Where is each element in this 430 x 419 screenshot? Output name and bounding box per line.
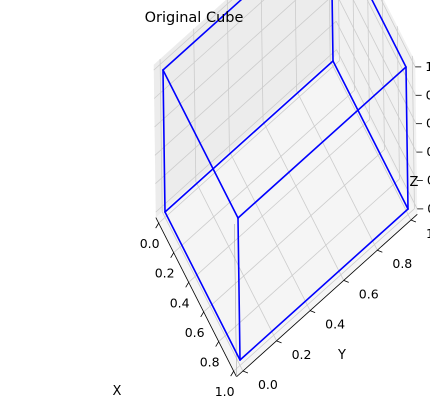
x-tick-label-1: 0.2 bbox=[155, 266, 175, 281]
grid-floor-y-4 bbox=[296, 90, 378, 251]
z-axis-label: Z bbox=[410, 175, 419, 190]
y-tick-mark-5 bbox=[410, 219, 417, 223]
grid-floor-x-0 bbox=[158, 60, 340, 224]
x-tick-label-0: 0.0 bbox=[140, 236, 160, 251]
grid-right-z-2 bbox=[338, 0, 417, 153]
grid-floor-x-3 bbox=[203, 149, 385, 313]
grid-right-x-5 bbox=[411, 55, 415, 209]
x-axis-label: X bbox=[113, 384, 122, 399]
grid-right-z-1 bbox=[335, 21, 418, 181]
chart-title: Original Cube bbox=[145, 10, 244, 26]
grid-right-z-3 bbox=[352, 0, 417, 124]
cube-edge-11 bbox=[331, 0, 334, 62]
y-tick-label-0: 0.0 bbox=[258, 377, 278, 392]
axis-ticks: 0.0 0.2 0.4 0.6 0.8 1.0 0.0 0.2 0.4 0.6 0.8 1.0 0.0 0… bbox=[140, 59, 430, 399]
z-tick-label-4: 0.8 bbox=[426, 87, 430, 102]
y-tick-mark-1 bbox=[276, 340, 282, 344]
right-pane bbox=[335, 0, 418, 215]
cube-edge-7 bbox=[162, 0, 243, 71]
cube-edge-1 bbox=[239, 208, 409, 361]
grid-floor-x-2 bbox=[188, 119, 370, 283]
z-tick-label-0: 0.0 bbox=[427, 201, 430, 216]
x-tick-mark-2 bbox=[185, 282, 190, 288]
grid-left-z-4 bbox=[153, 0, 265, 99]
grid-floor-y-2 bbox=[229, 151, 311, 311]
z-tick-label-1: 0.2 bbox=[427, 172, 430, 187]
x-tick-label-3: 0.6 bbox=[185, 325, 205, 340]
x-tick-label-2: 0.4 bbox=[170, 295, 190, 310]
grid-left-y-1 bbox=[193, 28, 197, 182]
grid-floor-y-1 bbox=[195, 181, 277, 342]
grid-right-x-2 bbox=[367, 0, 370, 120]
grid-floor-x-5 bbox=[233, 208, 415, 372]
grid-left-z-3 bbox=[154, 0, 297, 128]
cube-edge-8 bbox=[162, 69, 166, 213]
grid-left-y-3 bbox=[260, 0, 264, 122]
cube-edge-3 bbox=[164, 60, 334, 213]
cube-edge-10 bbox=[405, 66, 409, 210]
y-tick-mark-0 bbox=[242, 370, 249, 374]
y-tick-label-4: 0.8 bbox=[392, 256, 412, 271]
cube-edges bbox=[162, 0, 409, 361]
grid-floor-y-0 bbox=[161, 211, 244, 372]
z-tick-label-3: 0.6 bbox=[426, 116, 430, 131]
cube-edge-0 bbox=[164, 211, 241, 361]
grid-right-x-1 bbox=[352, 0, 355, 91]
x-tick-mark-3 bbox=[200, 311, 205, 318]
grid-left-y-0 bbox=[159, 58, 163, 212]
grid-floor-y-5 bbox=[329, 60, 412, 221]
x-tick-mark-0 bbox=[155, 222, 160, 229]
grid-floor-x-1 bbox=[173, 89, 355, 254]
y-tick-mark-4 bbox=[377, 249, 383, 253]
y-tick-mark-2 bbox=[309, 310, 316, 313]
grid-left-z-2 bbox=[154, 0, 329, 156]
z-tick-label-5: 1.0 bbox=[425, 59, 430, 74]
cube-edge-4 bbox=[162, 69, 239, 219]
grid-floor-x-4 bbox=[218, 178, 400, 342]
cube-edge-9 bbox=[237, 217, 241, 361]
left-pane bbox=[153, 0, 337, 218]
grid-left-z-1 bbox=[155, 20, 337, 185]
grid-left-y-5 bbox=[328, 0, 331, 61]
y-axis-label: Y bbox=[337, 348, 346, 363]
grid-left-z-0 bbox=[155, 49, 337, 213]
y-tick-label-1: 0.2 bbox=[292, 347, 312, 362]
grid-right-z-5 bbox=[380, 0, 416, 68]
y-axis-line bbox=[236, 213, 418, 378]
grid-left-y-2 bbox=[226, 0, 230, 152]
grid-left-y-4 bbox=[294, 0, 298, 91]
y-tick-label-3: 0.6 bbox=[359, 286, 379, 301]
x-tick-mark-4 bbox=[215, 341, 220, 347]
cube-edge-2 bbox=[332, 60, 409, 210]
grid-right-x-0 bbox=[338, 0, 340, 61]
x-tick-label-5: 1.0 bbox=[215, 384, 235, 399]
grid-right-z-4 bbox=[366, 0, 416, 96]
x-tick-label-4: 0.8 bbox=[200, 355, 220, 370]
x-axis-line bbox=[155, 217, 237, 377]
x-tick-mark-1 bbox=[170, 252, 175, 258]
cube-edge-6 bbox=[371, 0, 407, 68]
grid-left-z-5 bbox=[153, 0, 233, 71]
z-tick-label-2: 0.4 bbox=[426, 144, 430, 159]
grid-floor-y-3 bbox=[262, 120, 345, 281]
y-tick-label-2: 0.4 bbox=[325, 317, 345, 332]
y-tick-label-5: 1.0 bbox=[426, 226, 430, 241]
x-tick-mark-5 bbox=[230, 370, 235, 377]
grid-right-z-0 bbox=[336, 49, 418, 210]
y-tick-mark-3 bbox=[343, 280, 349, 283]
cube-edge-5 bbox=[237, 66, 407, 219]
axis-panes bbox=[153, 0, 418, 377]
